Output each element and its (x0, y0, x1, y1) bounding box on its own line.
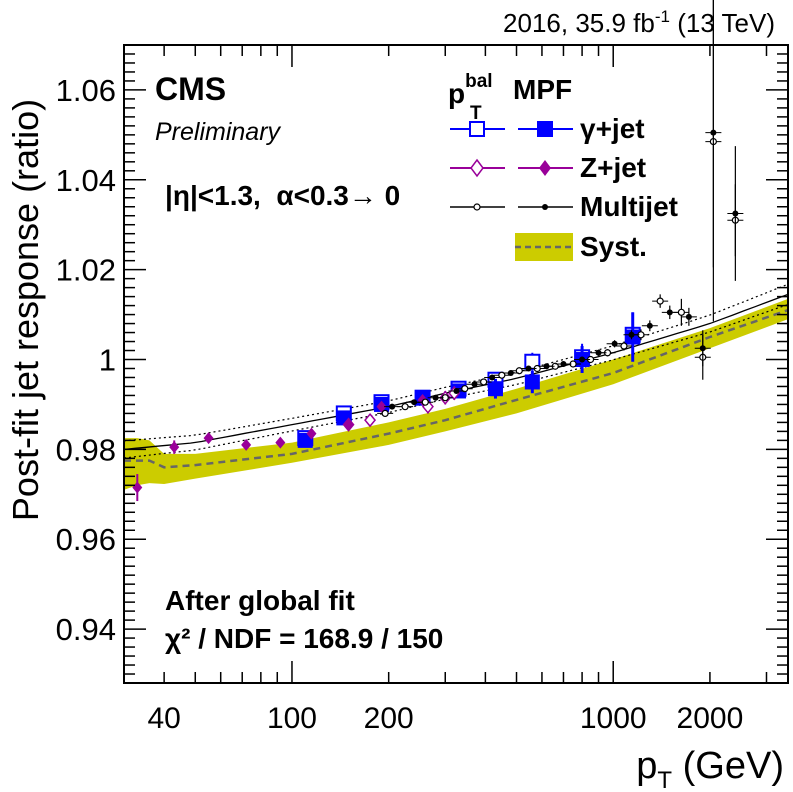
legend-zjet-bal-marker (470, 158, 484, 178)
legend-multijet-label: Multijet (580, 191, 678, 222)
multijet_mpf-point-14 (646, 322, 653, 329)
multijet_mpf-point-3 (453, 387, 460, 394)
syst-band (124, 298, 788, 490)
x-tick-label-3: 1000 (580, 702, 647, 735)
multijet_bal-point-16 (677, 308, 685, 316)
y-tick-label-4: 1.02 (56, 253, 116, 288)
multijet_mpf-point-11 (595, 349, 602, 356)
legend-multijet-bal-marker (473, 203, 481, 211)
multijet_mpf-point-13 (628, 331, 635, 338)
preliminary-label: Preliminary (155, 118, 282, 146)
y-axis-label: Post-fit jet response (ratio) (5, 99, 46, 521)
zjet_mpf-point-2 (203, 432, 214, 445)
zjet_bal-point-1 (364, 412, 377, 428)
legend-gamma-label: γ+jet (580, 113, 645, 144)
x-tick-label-2: 200 (364, 702, 414, 735)
multijet_mpf-point-19 (732, 210, 739, 217)
fit-lower-dotted (123, 303, 789, 459)
multijet_mpf-point-10 (579, 356, 586, 363)
legend: pbal T MPF γ+jet Z+jet Multijet Syst. (448, 71, 678, 262)
x-tick-label-4: 2000 (677, 702, 744, 735)
multijet_bal-point-7 (515, 367, 523, 375)
x-axis-label: pT (GeV) (636, 745, 784, 792)
zjet_mpf-point-6 (343, 418, 354, 431)
multijet_mpf-point-12 (611, 340, 618, 347)
x-tick-label-1: 100 (267, 702, 317, 735)
multijet_mpf-point-6 (507, 369, 514, 376)
legend-col-mpf: MPF (513, 74, 572, 105)
multijet_mpf-point-7 (525, 365, 532, 372)
legend-gamma-mpf-marker (537, 121, 553, 137)
data-markers (132, 0, 744, 502)
gamma_mpf-point-6 (524, 374, 540, 390)
plot-frame (123, 44, 789, 684)
multijet_mpf-point-8 (543, 363, 550, 370)
zjet_mpf-point-4 (275, 436, 286, 449)
fit-upper-dotted (123, 283, 789, 442)
zjet_mpf-point-0 (132, 481, 143, 494)
multijet_bal-point-15 (656, 297, 664, 305)
multijet_mpf-point-17 (699, 345, 706, 352)
y-tick-label-0: 0.94 (56, 612, 116, 647)
multijet_bal-point-4 (461, 385, 469, 393)
syst-center-line (124, 308, 789, 469)
lumi-label: 2016, 35.9 fb-1 (13 TeV) (503, 7, 775, 38)
y-tick-label-5: 1.04 (56, 163, 116, 198)
chi2-label: χ² / NDF = 168.9 / 150 (165, 623, 443, 654)
y-tick-label-6: 1.06 (56, 73, 116, 108)
zjet_mpf-point-3 (241, 438, 252, 451)
y-tick-label-3: 1 (99, 343, 116, 378)
multijet_bal-point-1 (401, 403, 409, 411)
multijet_bal-point-13 (620, 342, 628, 350)
multijet_bal-point-2 (421, 398, 429, 406)
multijet_mpf-point-16 (685, 313, 692, 320)
axis-ticks: 40 100 200 1000 2000 0.94 0.96 0.98 1 1.02 1.04 1.0… (56, 44, 788, 735)
multijet_bal-point-5 (480, 378, 488, 386)
multijet_bal-point-6 (498, 371, 506, 379)
cms-label: CMS (155, 71, 226, 107)
uncertainty-bands (124, 298, 788, 490)
zjet_mpf-point-5 (306, 427, 317, 440)
x-tick-label-0: 40 (147, 702, 180, 735)
legend-gamma-bal-marker (469, 121, 485, 137)
multijet_mpf-point-5 (489, 374, 496, 381)
multijet_mpf-point-4 (471, 381, 478, 388)
multijet_mpf-point-9 (560, 361, 567, 367)
legend-zjet-label: Z+jet (580, 152, 646, 183)
multijet_bal-point-0 (381, 409, 389, 418)
multijet_mpf-point-0 (389, 403, 396, 410)
multijet_mpf-point-15 (666, 309, 673, 316)
y-tick-label-2: 0.98 (56, 432, 116, 467)
legend-col-bal: pbal T (448, 71, 493, 124)
multijet_mpf-point-2 (432, 394, 439, 401)
zjet_mpf-point-1 (169, 441, 180, 454)
fit-title: After global fit (165, 585, 355, 616)
multijet_mpf-point-1 (411, 399, 418, 406)
selection-label: |η|<1.3, α<0.3→ 0 (165, 180, 400, 211)
zjet_mpf-point-7 (376, 400, 387, 413)
gamma_mpf-point-5 (487, 381, 503, 397)
multijet_mpf-point-18 (710, 129, 717, 136)
legend-syst-band (515, 233, 573, 261)
legend-zjet-mpf-marker (539, 160, 551, 176)
y-tick-label-1: 0.96 (56, 522, 116, 557)
legend-multijet-mpf-marker (542, 204, 548, 210)
legend-syst-label: Syst. (580, 231, 647, 262)
